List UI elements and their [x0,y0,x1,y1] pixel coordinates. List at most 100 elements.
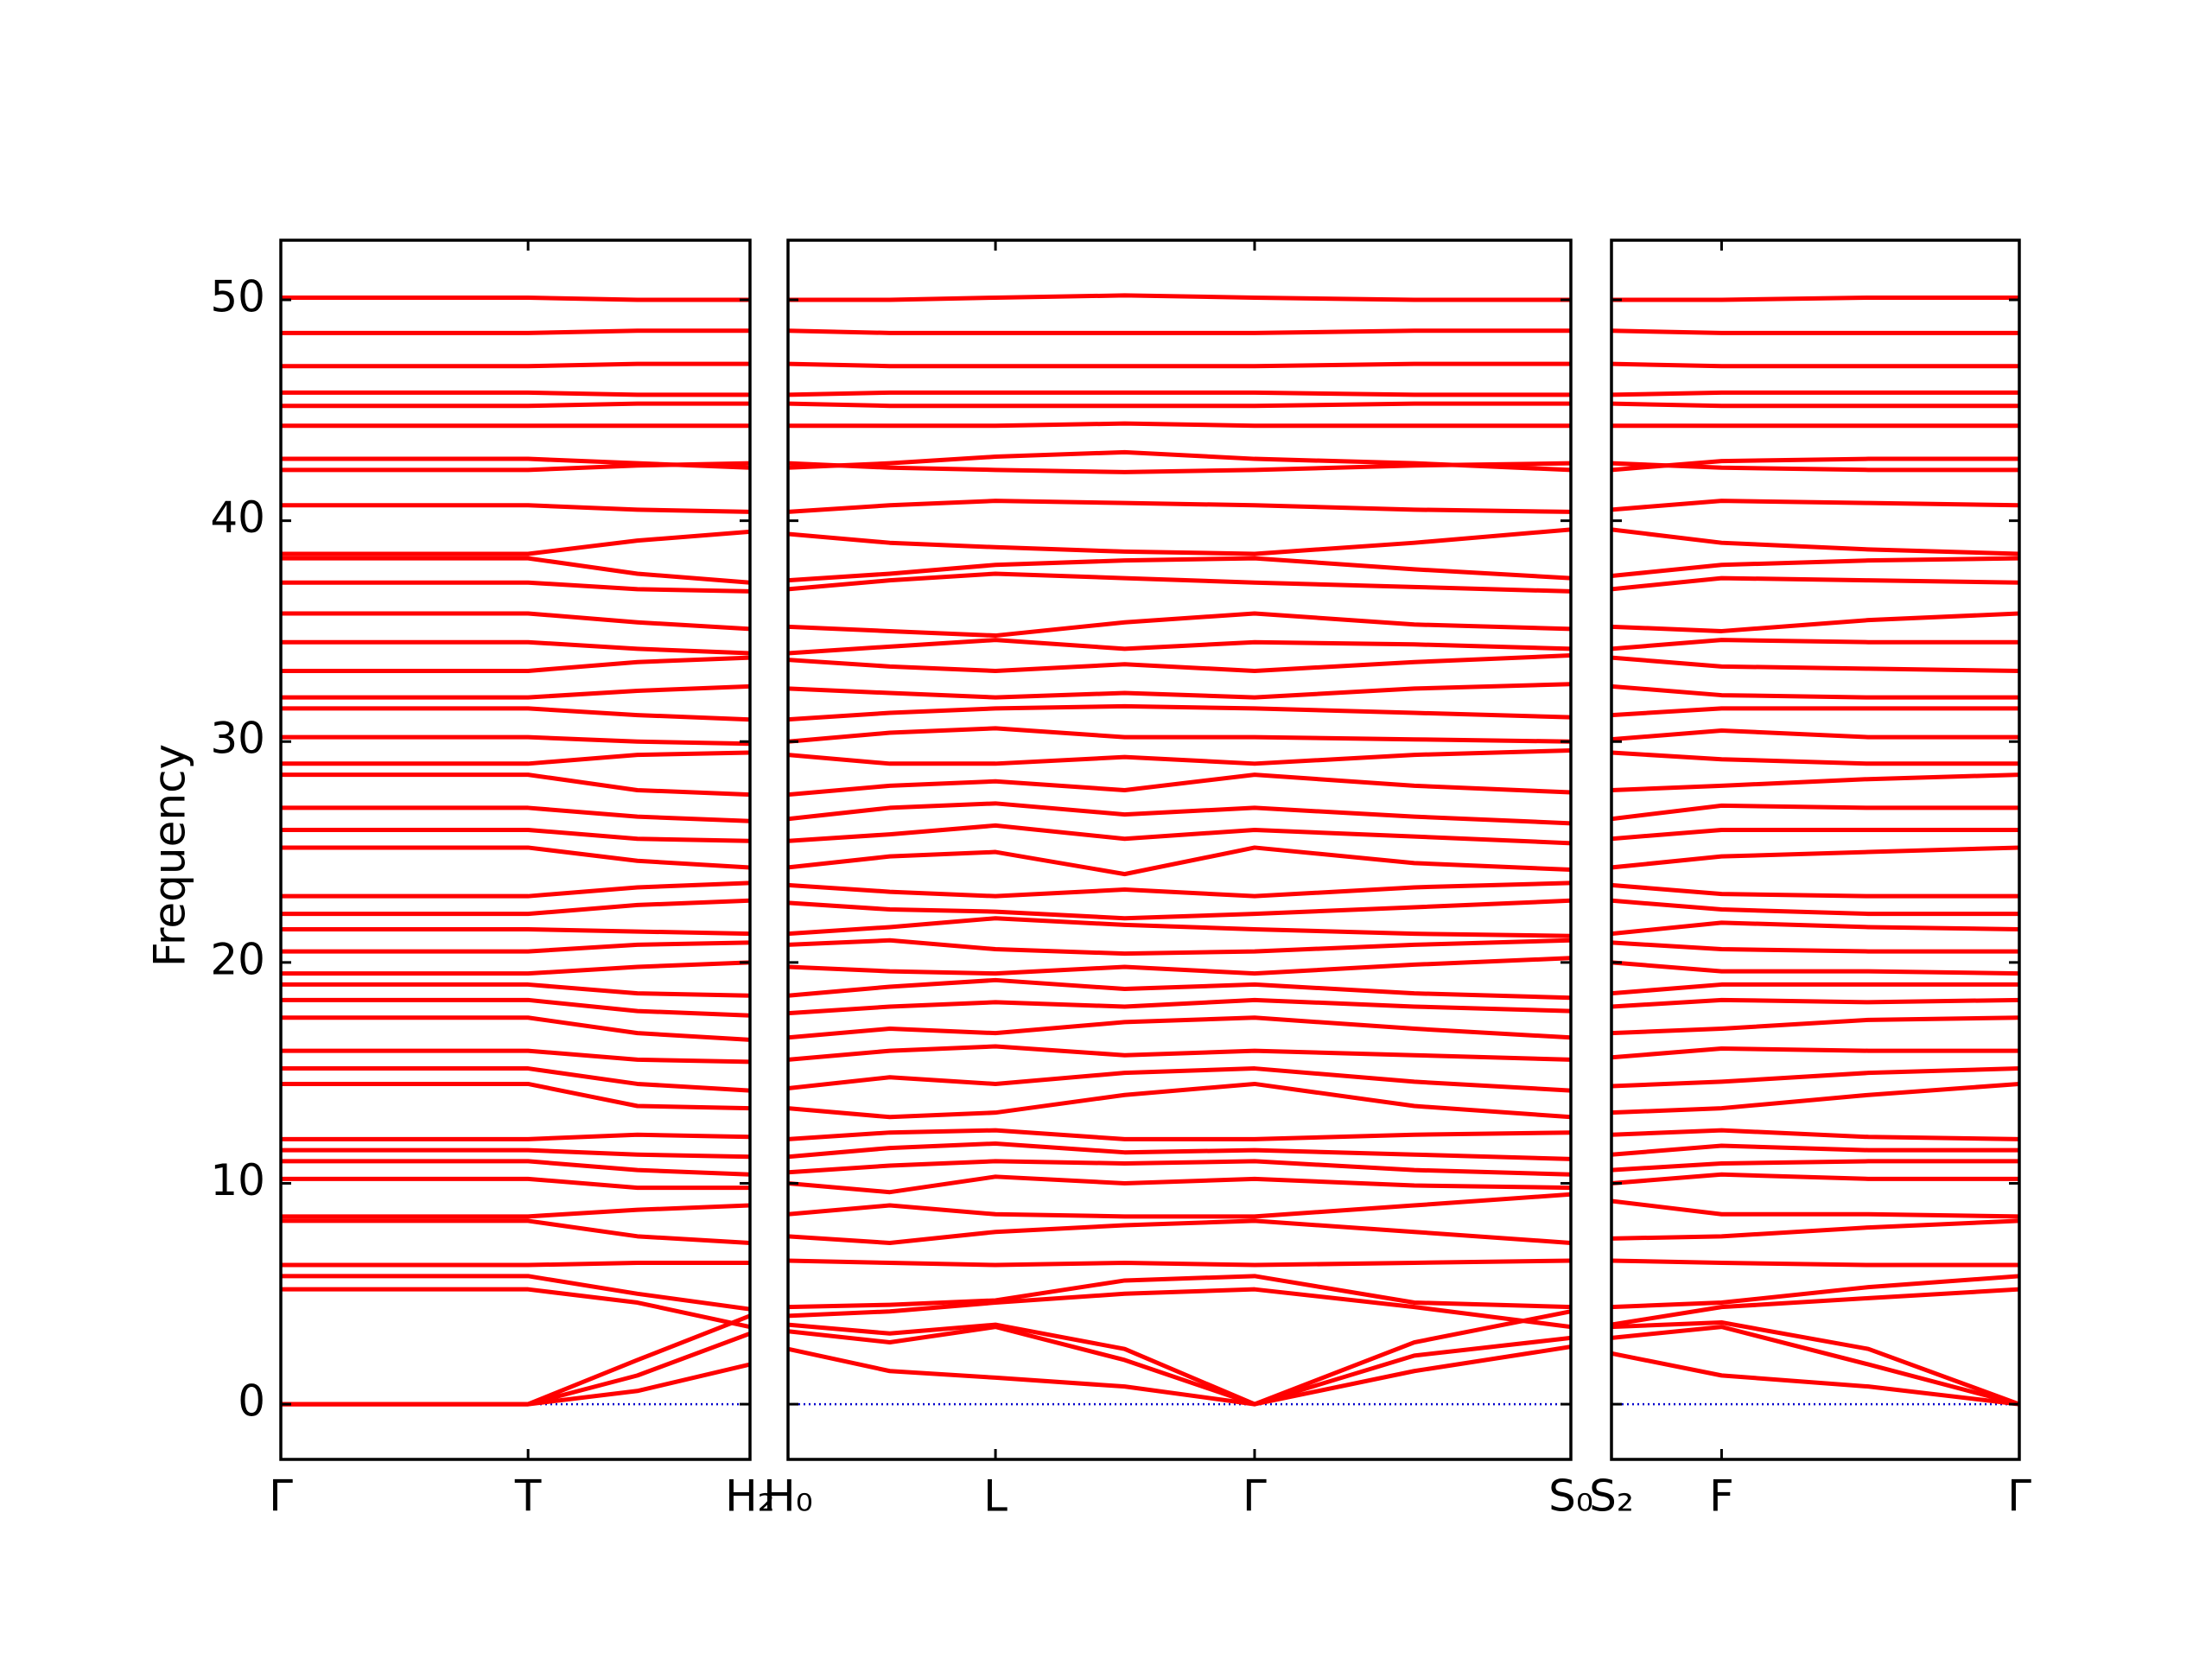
x-tick-label: T [514,1471,542,1522]
band-line [281,1066,750,1093]
band-line [1611,827,2019,842]
y-tick-label: 30 [210,714,265,764]
band-line [788,1287,1571,1330]
band-line [281,655,750,673]
band-line [1611,556,2019,579]
band-line [1611,638,2019,652]
band-line [788,703,1571,722]
band-line [788,977,1571,1001]
band-line [788,1174,1571,1195]
x-tick-label: S₂ [1589,1471,1634,1522]
band-line [1611,982,2019,996]
band-line [1611,1325,2019,1407]
band-line [281,556,750,585]
band-line [788,401,1571,409]
band-line [788,1081,1571,1120]
axes-frame [279,238,752,1461]
band-line [1611,845,2019,870]
band-line [788,328,1571,335]
band-line [1611,527,2019,556]
band-line [1611,920,2019,937]
band-line [281,1261,750,1268]
band-line [281,503,750,514]
band-line [1611,1258,2019,1268]
band-line [1611,772,2019,792]
band-line [281,611,750,632]
y-tick-label: 40 [210,493,265,543]
axes-frame [786,238,1573,1461]
band-line [281,1176,750,1191]
band-line [1611,1287,2019,1327]
band-line [1611,803,2019,822]
band-line [788,747,1571,766]
plot-area [1611,295,2019,1407]
plot-area [788,293,1571,1407]
x-tick-label: H₂ [725,1471,775,1522]
band-line [1611,1128,2019,1141]
band-line [281,827,750,843]
band-line [788,1309,1571,1407]
band-line [1611,390,2019,397]
band-line [788,527,1571,556]
band-line [788,1258,1571,1268]
band-line [281,1015,750,1042]
band-line [281,1159,750,1177]
band-line [788,1192,1571,1219]
band-line [281,529,750,556]
band-line [788,845,1571,877]
band-line [281,1048,750,1065]
band-line [281,1287,750,1330]
band-line [1611,997,2019,1009]
x-tick-label: Γ [1243,1471,1267,1522]
band-line [1611,960,2019,976]
band-line [281,1274,750,1312]
band-line [1611,456,2019,473]
band-line [281,940,750,954]
x-tick-label: Γ [269,1471,293,1522]
band-line [1611,1320,2019,1407]
band-line [1611,499,2019,512]
band-line [788,653,1571,673]
band-line [788,898,1571,921]
band-line [281,1313,750,1407]
band-line [788,1066,1571,1093]
band-line [281,1203,750,1219]
band-line [788,956,1571,976]
band-line [1611,1159,2019,1173]
band-line [281,750,750,766]
band-line [1611,750,2019,766]
band-line [281,805,750,823]
band-line [788,461,1571,474]
y-tick-label: 0 [238,1376,265,1427]
x-tick-label: Γ [2007,1471,2031,1522]
x-tick-label: L [983,1471,1007,1522]
band-line [788,1274,1571,1310]
band-line [1611,611,2019,633]
band-line [788,611,1571,639]
band-line [281,960,750,976]
band-line [281,927,750,937]
band-line [281,456,750,470]
band-line [1611,1351,2019,1407]
band-line [281,1147,750,1160]
y-tick-label: 20 [210,934,265,984]
band-line [281,639,750,656]
band-line [788,449,1571,473]
x-tick-label: S₀ [1548,1471,1593,1522]
band-line [788,682,1571,700]
band-line [788,772,1571,798]
band-line [788,293,1571,302]
band-line [281,898,750,917]
band-line [281,361,750,369]
band-line [788,638,1571,656]
band-line [788,361,1571,369]
band-line [788,1044,1571,1062]
band-line [1611,401,2019,409]
band-line [788,1159,1571,1177]
band-line [281,1132,750,1141]
band-line [788,1218,1571,1245]
band-line [281,401,750,409]
band-line [1611,1172,2019,1185]
band-line [788,726,1571,744]
